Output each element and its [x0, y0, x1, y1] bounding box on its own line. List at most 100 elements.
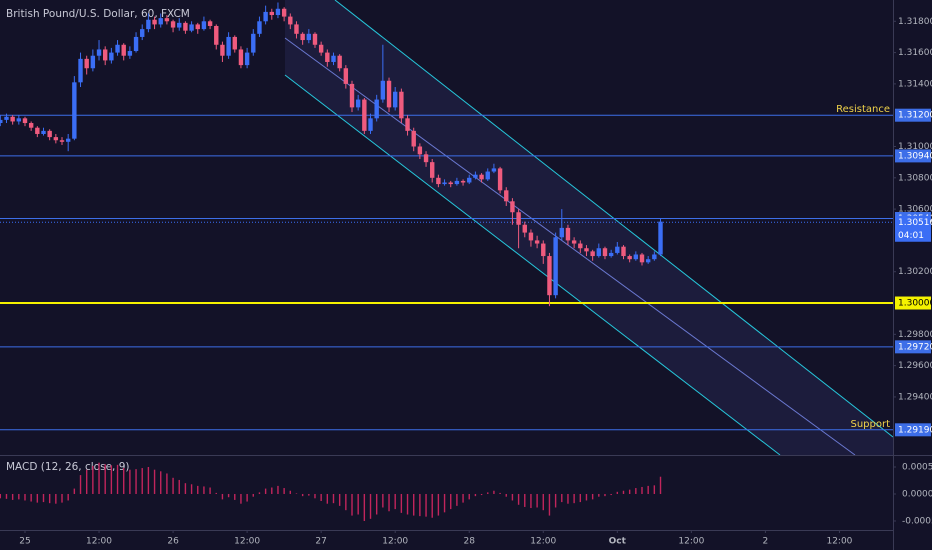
- candle-body: [534, 240, 540, 244]
- candle-body: [565, 227, 571, 241]
- macd-bar: [246, 493, 248, 502]
- candle-body: [22, 118, 28, 124]
- candle-body: [41, 130, 46, 134]
- candle-body: [152, 19, 157, 25]
- candle-body: [251, 33, 256, 53]
- macd-bar: [36, 493, 39, 503]
- macd-bar: [604, 493, 606, 497]
- candle-body: [467, 177, 472, 183]
- macd-bar: [413, 493, 415, 516]
- candle-body: [658, 221, 663, 255]
- macd-bar: [0, 493, 2, 499]
- level-annotation: Support: [850, 419, 890, 430]
- candle-body: [312, 33, 318, 45]
- x-tick-label: 27: [315, 537, 326, 547]
- candle-body: [84, 58, 89, 69]
- macd-bar: [406, 493, 409, 515]
- macd-bar: [554, 493, 557, 508]
- candle-body: [621, 246, 626, 257]
- candle-body: [28, 123, 34, 128]
- candle-body: [275, 8, 281, 16]
- macd-bar: [505, 493, 507, 497]
- macd-bar: [42, 493, 45, 503]
- candle-body: [368, 118, 373, 131]
- macd-bar: [493, 490, 495, 494]
- candle-body: [78, 58, 83, 83]
- candle-body: [436, 177, 441, 185]
- candle-body: [269, 11, 274, 16]
- candle-body: [109, 52, 114, 61]
- macd-bar: [197, 485, 199, 494]
- macd-bar: [351, 493, 353, 516]
- macd-bar: [221, 493, 224, 500]
- candle-body: [423, 154, 429, 163]
- level-label-box: [895, 296, 931, 310]
- y-tick-label: 1.31400: [898, 79, 932, 89]
- macd-bar: [474, 493, 477, 497]
- macd-bar: [443, 493, 446, 513]
- level-annotation: Resistance: [836, 104, 890, 115]
- candle-body: [201, 21, 207, 30]
- candle-body: [547, 256, 552, 296]
- candle-body: [288, 16, 293, 25]
- macd-bar: [394, 493, 396, 510]
- macd-bar: [73, 488, 76, 494]
- macd-bar: [147, 466, 150, 494]
- macd-bar: [659, 476, 662, 494]
- macd-bar: [419, 493, 421, 517]
- macd-bar: [203, 486, 205, 494]
- macd-bar: [653, 485, 656, 494]
- macd-bar: [326, 493, 329, 504]
- candle-body: [633, 254, 639, 260]
- macd-bar: [110, 465, 113, 494]
- candle-body: [300, 33, 305, 41]
- macd-bar: [573, 493, 575, 504]
- macd-bar: [178, 479, 180, 494]
- candle-body: [485, 171, 490, 180]
- candle-body: [238, 49, 244, 66]
- candle-body: [325, 52, 330, 62]
- macd-bar: [431, 493, 433, 518]
- x-tick-label: 12:00: [234, 537, 260, 547]
- candle-body: [164, 18, 170, 22]
- candle-body: [584, 248, 589, 252]
- candle-body: [189, 24, 194, 31]
- macd-bar: [153, 469, 156, 494]
- macd-bar: [190, 484, 193, 494]
- macd-bar: [425, 493, 427, 517]
- channel-lower: [284, 74, 781, 456]
- macd-bar: [104, 464, 106, 494]
- macd-bar: [530, 493, 532, 509]
- macd-bar: [536, 493, 538, 508]
- candle-body: [103, 49, 108, 61]
- level-label-box: [895, 108, 931, 122]
- macd-bar: [314, 493, 316, 499]
- macd-bar: [79, 475, 82, 494]
- candle-body: [207, 21, 213, 26]
- x-tick-label: 2: [763, 537, 769, 547]
- macd-bar: [462, 493, 464, 503]
- candle-body: [652, 254, 657, 260]
- candle-body: [263, 11, 268, 22]
- macd-bar: [647, 485, 649, 494]
- candle-body: [244, 52, 250, 66]
- macd-bar: [301, 493, 304, 497]
- macd-bar: [98, 462, 100, 494]
- candle-body: [72, 82, 77, 139]
- macd-bar: [209, 487, 211, 494]
- macd-bar: [215, 492, 217, 494]
- macd-bar: [628, 489, 631, 494]
- candle-body: [553, 237, 558, 296]
- macd-bar: [579, 493, 581, 503]
- candle-body: [454, 180, 460, 185]
- macd-bar: [308, 493, 310, 496]
- macd-bar: [129, 469, 131, 494]
- x-tick-label: 12:00: [86, 537, 112, 547]
- macd-bar: [160, 471, 162, 494]
- macd-bar: [332, 493, 335, 504]
- candle-body: [140, 29, 145, 37]
- candle-body: [602, 248, 608, 257]
- candle-body: [590, 251, 595, 257]
- macd-bar: [48, 493, 51, 504]
- candle-body: [522, 224, 527, 233]
